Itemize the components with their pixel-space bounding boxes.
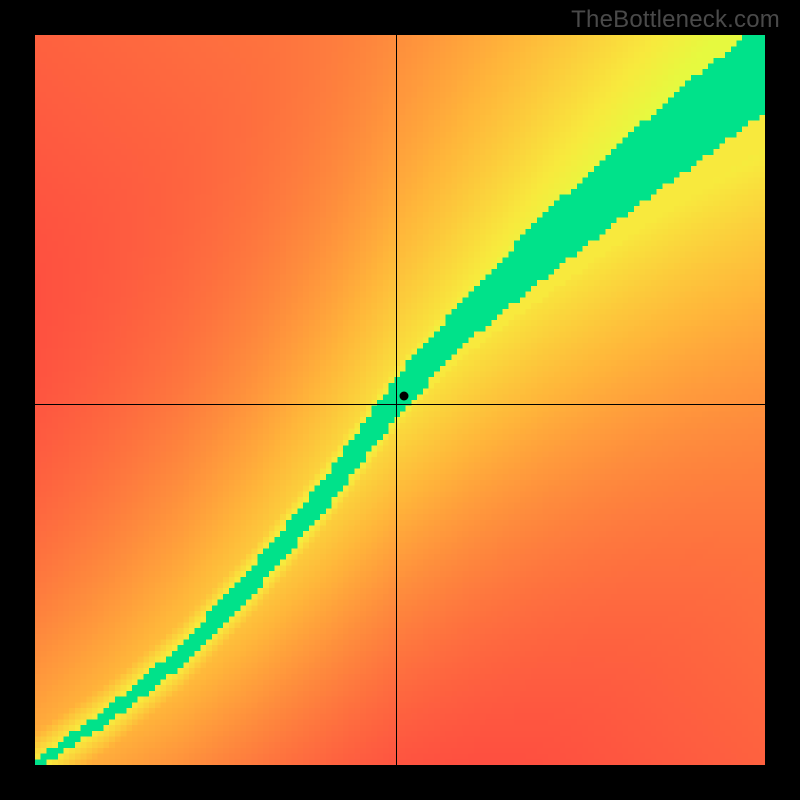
plot-area <box>35 35 765 765</box>
watermark-text: TheBottleneck.com <box>571 6 780 34</box>
heatmap-canvas <box>35 35 765 765</box>
crosshair-vertical <box>396 35 397 765</box>
selection-marker <box>400 391 409 400</box>
crosshair-horizontal <box>35 404 765 405</box>
